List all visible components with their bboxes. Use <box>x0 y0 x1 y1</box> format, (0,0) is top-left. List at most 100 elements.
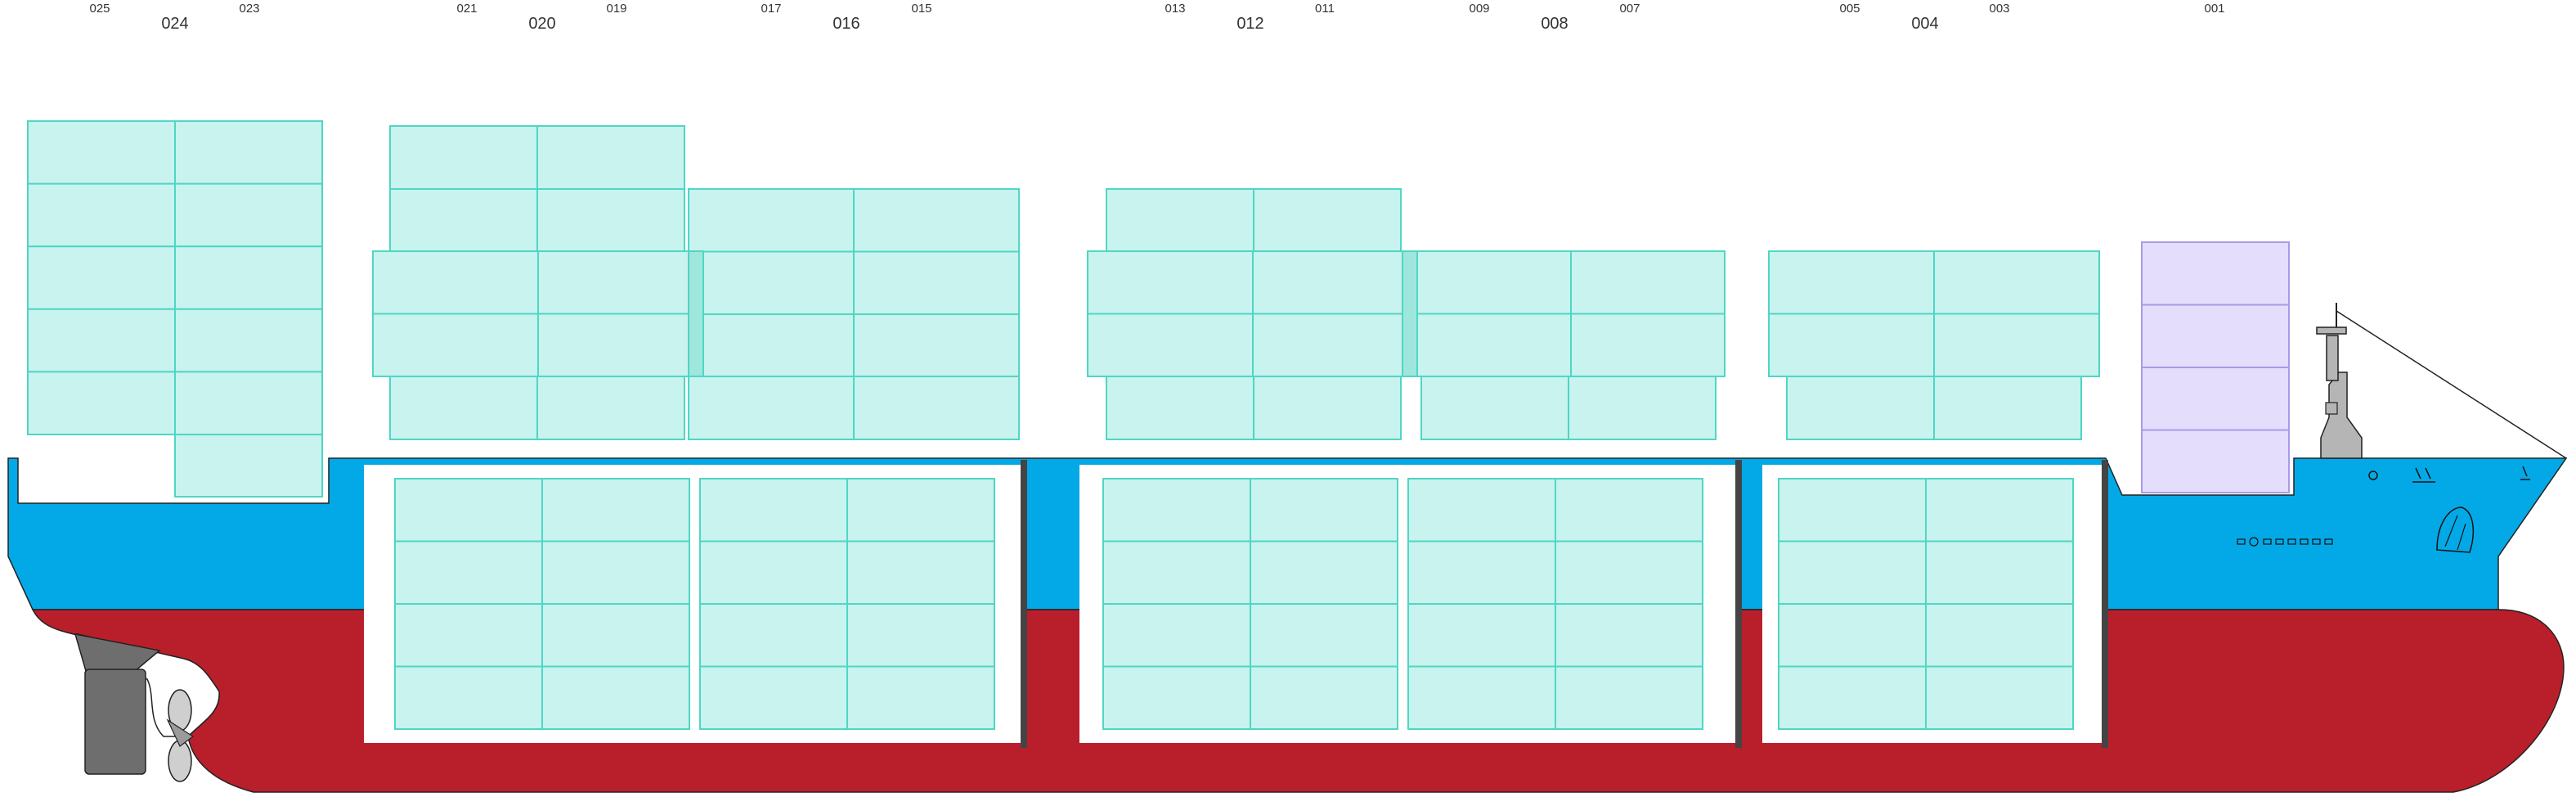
bay-label-015: 015 <box>911 2 932 16</box>
bay-label-020: 020 <box>528 15 556 33</box>
container-slot <box>27 120 176 185</box>
container-slot <box>1570 250 1726 315</box>
container-slot <box>846 478 995 543</box>
container-slot <box>541 478 690 543</box>
container-slot <box>1568 376 1717 440</box>
container-slot <box>1925 478 2074 543</box>
container-slot <box>1253 188 1402 252</box>
container-slot <box>1555 603 1703 668</box>
container-slot <box>688 376 855 440</box>
container-slot <box>846 665 995 730</box>
container-slot <box>1768 313 1935 377</box>
container-slot <box>174 371 323 435</box>
propeller-icon <box>166 689 195 782</box>
container-slot <box>1087 313 1254 377</box>
reefer-slot <box>2141 429 2290 493</box>
container-slot <box>389 125 538 190</box>
container-slot <box>1925 603 2074 668</box>
container-slot <box>536 376 685 440</box>
container-slot <box>174 308 323 373</box>
container-slot <box>1102 665 1251 730</box>
container-slot <box>853 313 1020 378</box>
container-slot <box>1106 376 1254 440</box>
container-slot <box>699 540 848 605</box>
container-slot <box>853 188 1020 253</box>
bay-label-021: 021 <box>456 2 478 16</box>
reefer-slot <box>2141 367 2290 431</box>
container-slot <box>27 308 176 373</box>
container-slot <box>394 665 543 730</box>
container-slot <box>1570 313 1726 377</box>
container-slot <box>1407 478 1556 543</box>
container-slot <box>536 188 685 253</box>
anchor-icon <box>2436 507 2475 553</box>
bay-label-017: 017 <box>761 2 782 16</box>
bay-label-025: 025 <box>89 2 110 16</box>
container-slot <box>1555 665 1703 730</box>
bay-label-003: 003 <box>1989 2 2010 16</box>
container-slot <box>1933 250 2100 315</box>
container-slot <box>1106 188 1254 252</box>
container-slot <box>699 478 848 543</box>
bay-label-013: 013 <box>1165 2 1186 16</box>
container-slot <box>541 540 690 605</box>
bay-label-009: 009 <box>1469 2 1490 16</box>
container-slot-lashing <box>1402 250 1418 377</box>
container-slot <box>688 250 855 315</box>
container-slot <box>1250 478 1398 543</box>
container-slot <box>1555 478 1703 543</box>
container-slot <box>1416 313 1572 377</box>
container-slot <box>1252 313 1419 377</box>
hatch-bar <box>1021 460 1027 748</box>
bay-label-012: 012 <box>1236 15 1264 33</box>
bay-label-011: 011 <box>1315 2 1335 16</box>
bow-markings <box>2368 466 2530 483</box>
bay-label-016: 016 <box>832 15 860 33</box>
container-slot <box>1555 540 1703 605</box>
container-slot-lashing <box>688 250 704 377</box>
container-slot <box>174 245 323 310</box>
container-slot <box>1407 540 1556 605</box>
container-slot <box>1407 665 1556 730</box>
container-slot <box>372 313 539 377</box>
bay-label-005: 005 <box>1839 2 1860 16</box>
bay-label-019: 019 <box>606 2 627 16</box>
container-slot <box>688 313 855 378</box>
container-slot <box>1925 540 2074 605</box>
container-slot <box>372 250 539 315</box>
container-slot <box>174 120 323 185</box>
container-slot <box>1933 376 2082 440</box>
container-slot <box>1778 665 1927 730</box>
container-slot <box>1786 376 1935 440</box>
container-slot <box>1778 603 1927 668</box>
reefer-slot <box>2141 241 2290 306</box>
container-slot <box>537 250 704 315</box>
container-slot <box>1102 478 1251 543</box>
container-slot <box>1250 603 1398 668</box>
container-slot <box>174 434 323 498</box>
container-slot <box>1420 376 1569 440</box>
container-slot <box>853 250 1020 315</box>
container-slot <box>1250 540 1398 605</box>
container-slot <box>1768 250 1935 315</box>
container-slot <box>846 540 995 605</box>
container-slot <box>394 603 543 668</box>
reefer-slot <box>2141 304 2290 368</box>
container-slot <box>1416 250 1572 315</box>
container-slot <box>688 188 855 253</box>
container-slot <box>699 665 848 730</box>
container-slot <box>541 603 690 668</box>
bay-label-023: 023 <box>239 2 260 16</box>
container-slot <box>699 603 848 668</box>
container-slot <box>389 188 538 253</box>
bay-label-007: 007 <box>1619 2 1640 16</box>
container-slot <box>1925 665 2074 730</box>
containers-layer <box>27 120 2290 730</box>
container-slot <box>1778 478 1927 543</box>
container-slot <box>1250 665 1398 730</box>
container-slot <box>27 245 176 310</box>
container-slot <box>174 182 323 248</box>
container-slot <box>394 478 543 543</box>
